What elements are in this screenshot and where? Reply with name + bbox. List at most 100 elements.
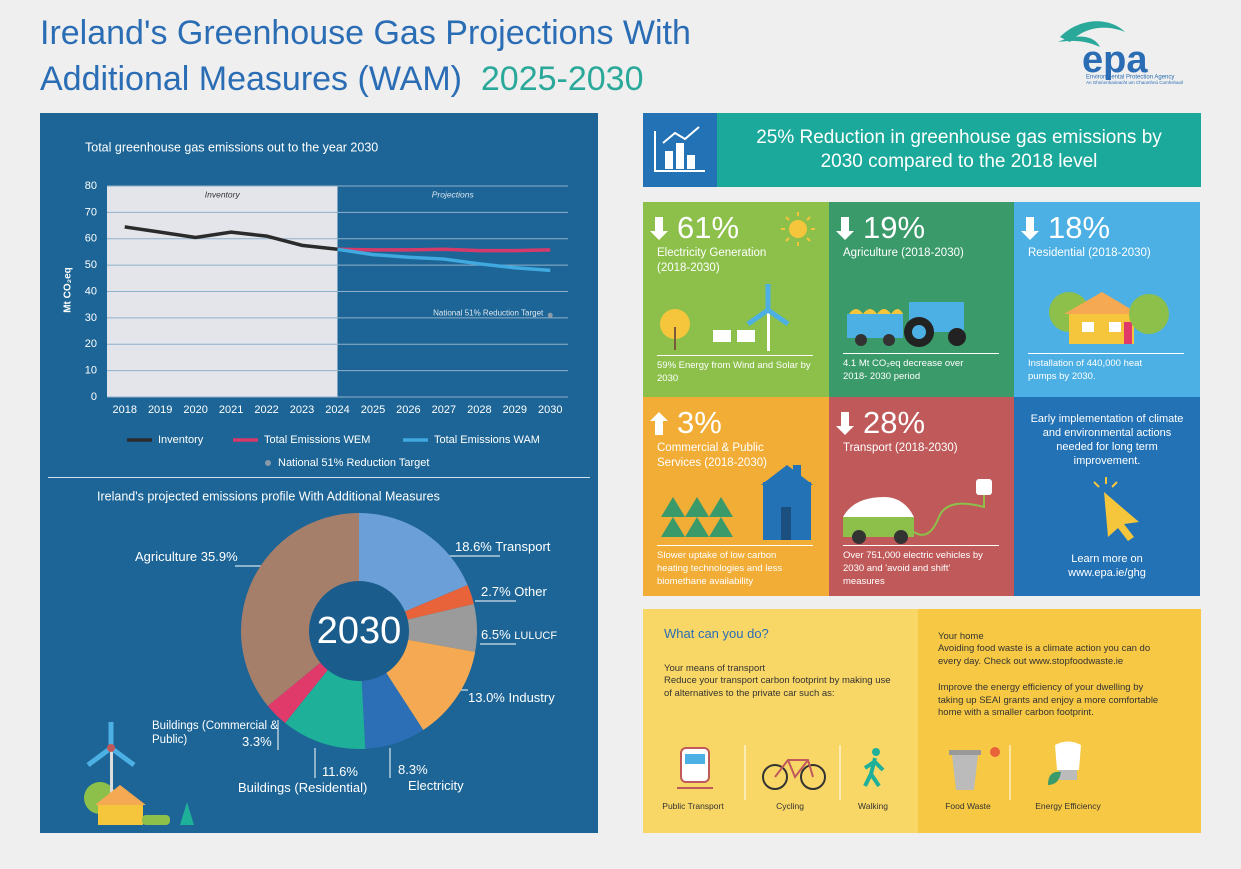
wheel xyxy=(883,334,895,346)
tile: 3% Commercial & Public Services (2018-20… xyxy=(643,397,829,596)
pie-label: Industry xyxy=(508,690,555,705)
logo-agency-irish: An Ghníomhaireacht um Chaomhnú Comhshaoi… xyxy=(1086,80,1183,85)
tile-rule xyxy=(843,545,999,546)
bulb-icon xyxy=(1055,741,1081,770)
bike-wheel xyxy=(762,764,788,790)
annotation: Projections xyxy=(432,189,475,199)
wheel xyxy=(855,334,867,346)
wheel xyxy=(852,530,866,544)
legend-label: Inventory xyxy=(158,434,204,446)
wheel xyxy=(948,328,966,346)
tile-caption: Slower uptake of low carbon heating tech… xyxy=(657,550,783,587)
divider xyxy=(48,477,590,478)
tile: Early implementation of climate and envi… xyxy=(1014,397,1200,596)
forest xyxy=(661,497,733,537)
icon-label: Public Transport xyxy=(662,801,724,811)
plug xyxy=(976,479,992,495)
pie-value-label: 8.3% xyxy=(398,762,428,777)
logo-swirl xyxy=(1058,36,1100,47)
apple xyxy=(990,747,1000,757)
tile-caption: 4.1 Mt CO₂eq decrease over 2018- 2030 pe… xyxy=(843,358,964,382)
turbine-pole xyxy=(110,740,113,795)
up-arrow xyxy=(650,412,668,435)
chart-title: Ireland's projected emissions profile Wi… xyxy=(97,489,440,503)
bin-lid xyxy=(949,750,981,755)
legend-label: Total Emissions WEM xyxy=(264,434,370,446)
icon-label: Food Waste xyxy=(945,801,991,811)
actions-text: Reduce your transport carbon footprint b… xyxy=(664,675,891,699)
tile: 18% Residential (2018-2030) Installation… xyxy=(1014,202,1200,400)
y-tick-label: 10 xyxy=(85,365,97,377)
tile-rule xyxy=(1028,353,1184,354)
bulb-base xyxy=(1059,770,1077,780)
pie-label: LULUCF xyxy=(514,630,558,642)
tile-percent: 19% xyxy=(863,210,926,245)
pie-label: Agriculture xyxy=(135,549,198,564)
trailer xyxy=(847,314,903,338)
info-link: Learn more on www.epa.ie/ghg xyxy=(1068,553,1146,579)
banner-icon-box xyxy=(643,113,717,187)
tile-icons xyxy=(836,217,966,347)
legend-swatch xyxy=(265,460,271,466)
hay xyxy=(849,309,903,314)
window xyxy=(1109,322,1121,332)
leader-lines xyxy=(235,555,516,778)
sun xyxy=(789,220,807,238)
icon-label: Walking xyxy=(858,801,888,811)
train-icon xyxy=(680,747,710,783)
x-tick-label: 2029 xyxy=(503,404,527,416)
x-tick-label: 2030 xyxy=(538,404,562,416)
bin-icon xyxy=(952,755,978,790)
series-line xyxy=(124,225,338,252)
target-point xyxy=(547,312,553,318)
title-text: Ireland's Greenhouse Gas Projections Wit… xyxy=(40,14,691,98)
y-tick-label: 0 xyxy=(91,391,97,403)
logo-agency: Environmental Protection Agency xyxy=(1086,75,1174,81)
trees xyxy=(180,802,194,825)
actions-text: Avoiding food waste is a climate action … xyxy=(938,643,1151,667)
tile-label: Residential (2018-2030) xyxy=(1028,247,1151,259)
x-tick-label: 2025 xyxy=(361,404,385,416)
train-window xyxy=(685,754,705,764)
walker-head xyxy=(872,748,880,756)
pie-value-label: 13.0% xyxy=(468,690,505,705)
y-tick-label: 40 xyxy=(85,285,97,297)
cursor-icon xyxy=(1104,492,1139,541)
door xyxy=(781,507,791,540)
y-tick-label: 80 xyxy=(85,180,97,192)
banner: 25% Reduction in greenhouse gas emission… xyxy=(717,113,1201,187)
y-tick-label: 60 xyxy=(85,233,97,245)
tile-rule xyxy=(657,355,813,356)
tile-percent: 3% xyxy=(677,405,722,440)
y-tick-label: 50 xyxy=(85,259,97,271)
down-arrow xyxy=(836,217,854,240)
actions-heading: Your means of transport xyxy=(664,663,766,674)
x-tick-label: 2023 xyxy=(290,404,314,416)
target-label: National 51% Reduction Target xyxy=(433,308,544,317)
roof xyxy=(1064,292,1139,314)
tile-rule xyxy=(843,353,999,354)
actions-text: Improve the energy efficiency of your dw… xyxy=(938,682,1159,718)
x-tick-label: 2022 xyxy=(254,404,278,416)
down-arrow xyxy=(1021,217,1039,240)
hub xyxy=(912,325,926,339)
turbine-pole xyxy=(767,307,770,351)
car xyxy=(142,815,170,825)
pie-label: Other xyxy=(514,584,547,599)
window xyxy=(1082,322,1094,332)
click-rays xyxy=(1093,477,1118,488)
tile-label: Agriculture (2018-2030) xyxy=(843,247,964,259)
action-icons xyxy=(677,741,1081,800)
bike-frame xyxy=(774,759,814,779)
x-tick-label: 2028 xyxy=(467,404,491,416)
epa-logo: epa Environmental Protection Agency An G… xyxy=(1058,21,1183,85)
x-tick-label: 2018 xyxy=(112,404,136,416)
tile-icons xyxy=(1021,217,1169,344)
chart-icon xyxy=(654,126,705,172)
pie-label: Electricity xyxy=(408,778,464,793)
pie-slice xyxy=(359,603,477,652)
pie-value-label: 18.6% xyxy=(455,539,492,554)
pie-center-label: 2030 xyxy=(317,610,402,652)
